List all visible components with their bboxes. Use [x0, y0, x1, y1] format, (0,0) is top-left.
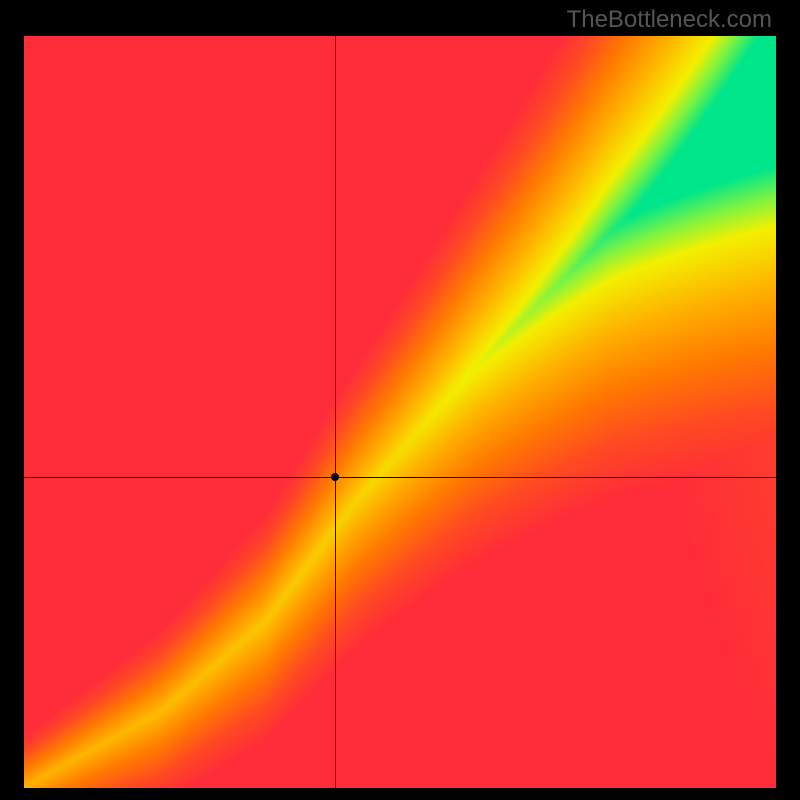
- plot-area: [24, 36, 776, 788]
- crosshair-vertical: [335, 36, 336, 788]
- crosshair-horizontal: [24, 477, 776, 478]
- watermark-text: TheBottleneck.com: [567, 6, 772, 34]
- chart-container: { "watermark": { "text": "TheBottleneck.…: [0, 0, 800, 800]
- crosshair-marker: [331, 473, 339, 481]
- bottleneck-heatmap: [24, 36, 776, 788]
